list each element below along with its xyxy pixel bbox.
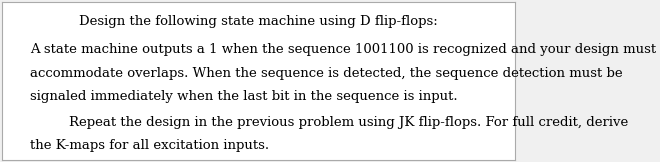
Text: Repeat the design in the previous problem using JK flip-flops. For full credit, : Repeat the design in the previous proble… (69, 116, 628, 128)
Text: signaled immediately when the last bit in the sequence is input.: signaled immediately when the last bit i… (30, 90, 458, 103)
Text: the K-maps for all excitation inputs.: the K-maps for all excitation inputs. (30, 139, 269, 152)
Text: A state machine outputs a 1 when the sequence 1001100 is recognized and your des: A state machine outputs a 1 when the seq… (30, 43, 657, 56)
Text: accommodate overlaps. When the sequence is detected, the sequence detection must: accommodate overlaps. When the sequence … (30, 67, 623, 80)
Text: Design the following state machine using D flip-flops:: Design the following state machine using… (79, 15, 438, 28)
